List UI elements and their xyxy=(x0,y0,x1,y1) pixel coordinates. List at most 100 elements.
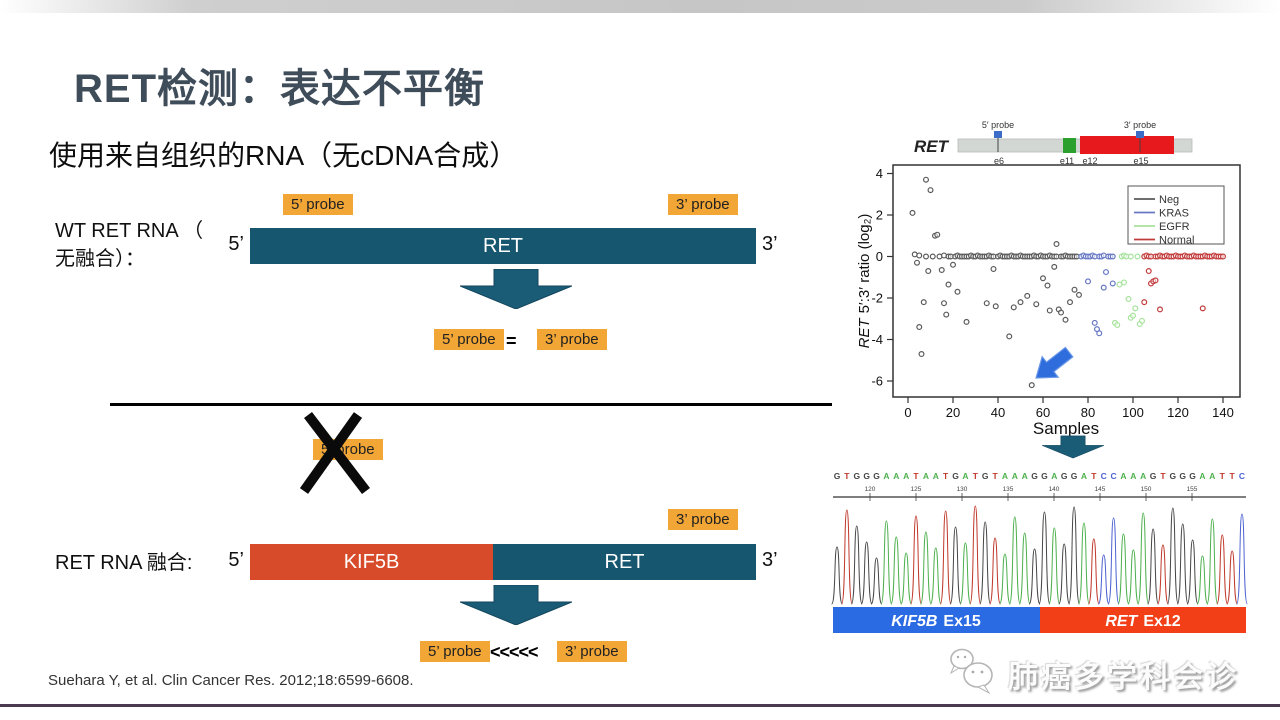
gene-track-red-exon xyxy=(1080,136,1174,154)
svg-text:T: T xyxy=(1220,471,1226,481)
svg-text:T: T xyxy=(1160,471,1166,481)
svg-text:G: G xyxy=(853,471,860,481)
plot-frame xyxy=(892,164,1241,398)
svg-text:G: G xyxy=(1150,471,1157,481)
svg-text:A: A xyxy=(1120,471,1126,481)
kif5b-exon-bar xyxy=(833,607,1040,633)
down-arrow-icon xyxy=(1042,435,1104,459)
gene-track-green-exon xyxy=(1063,138,1076,153)
down-arrow-icon xyxy=(460,585,572,625)
wt-ret-bar: RET xyxy=(250,228,756,264)
svg-text:135: 135 xyxy=(1003,486,1014,493)
svg-text:G: G xyxy=(1061,471,1068,481)
outlier-arrow-icon xyxy=(1035,346,1074,379)
exon-label-e6: e6 xyxy=(994,156,1004,166)
svg-text:145: 145 xyxy=(1095,486,1106,493)
svg-text:2: 2 xyxy=(876,208,883,223)
fusion-kif5b-bar-label: KIF5B xyxy=(343,550,400,573)
svg-text:155: 155 xyxy=(1187,486,1198,493)
wt-result-probe5: 5’ probe xyxy=(434,329,504,350)
svg-text:140: 140 xyxy=(1049,486,1060,493)
fusion-section-label: RET RNA 融合: xyxy=(55,552,193,574)
svg-text:60: 60 xyxy=(1036,405,1050,420)
fusion-ret-bar-label: RET xyxy=(604,550,645,573)
svg-text:120: 120 xyxy=(1167,405,1189,420)
svg-text:A: A xyxy=(1130,471,1136,481)
svg-text:-6: -6 xyxy=(871,374,883,389)
wt-label-line1: WT RET RNA （ xyxy=(55,220,204,242)
svg-text:A: A xyxy=(883,471,889,481)
svg-text:G: G xyxy=(1041,471,1048,481)
section-divider-line xyxy=(110,403,832,406)
fusion-five-prime: 5’ xyxy=(228,549,244,571)
svg-text:C: C xyxy=(1101,471,1107,481)
wt-probe5-label: 5’ probe xyxy=(283,194,353,215)
svg-text:KRAS: KRAS xyxy=(1159,208,1189,220)
svg-text:150: 150 xyxy=(1141,486,1152,493)
svg-text:A: A xyxy=(962,471,968,481)
ret-exon-bar xyxy=(1040,607,1246,633)
x-axis-label: Samples xyxy=(1033,419,1099,438)
svg-text:C: C xyxy=(1239,471,1245,481)
svg-text:G: G xyxy=(873,471,880,481)
wt-result-probe3: 3’ probe xyxy=(537,329,607,350)
gene-track-probe3-label: 3′ probe xyxy=(1124,120,1156,130)
axis-ticks: 420-2-4-60 20 40 60 80 100 120 140 xyxy=(871,166,1233,420)
svg-text:-4: -4 xyxy=(871,332,883,347)
legend-box xyxy=(1127,185,1225,245)
svg-text:A: A xyxy=(1199,471,1205,481)
chromatogram-peaks xyxy=(831,505,1248,605)
svg-text:T: T xyxy=(1091,471,1097,481)
svg-text:G: G xyxy=(863,471,870,481)
exon-label-e11: e11 xyxy=(1060,156,1074,166)
wt-probe3-label: 3’ probe xyxy=(668,194,738,215)
svg-text:A: A xyxy=(1012,471,1018,481)
svg-text:T: T xyxy=(1230,471,1236,481)
svg-text:C: C xyxy=(1111,471,1117,481)
bottom-border-line xyxy=(0,704,1280,707)
svg-text:20: 20 xyxy=(946,405,960,420)
page-title: RET检测：表达不平衡 xyxy=(74,67,485,111)
svg-text:-2: -2 xyxy=(871,291,883,306)
svg-text:G: G xyxy=(1071,471,1078,481)
svg-text:120: 120 xyxy=(865,486,876,493)
gene-track-probe5-label: 5′ probe xyxy=(982,120,1014,130)
svg-text:A: A xyxy=(1022,471,1028,481)
svg-text:125: 125 xyxy=(911,486,922,493)
ret-exon-bar-label: RET Ex12 xyxy=(1105,613,1180,630)
svg-text:G: G xyxy=(982,471,989,481)
svg-text:G: G xyxy=(1189,471,1196,481)
fusion-result-probe5: 5’ probe xyxy=(420,641,490,662)
svg-text:A: A xyxy=(1002,471,1008,481)
svg-text:130: 130 xyxy=(957,486,968,493)
svg-text:T: T xyxy=(844,471,850,481)
svg-text:Neg: Neg xyxy=(1159,194,1179,206)
wt-five-prime: 5’ xyxy=(228,233,244,255)
sequence-ruler: 120 125 130 135 140 145 150 155 xyxy=(833,486,1246,501)
ret-ratio-scatter-plot: RET 5′ probe 3′ probe e6 e11 e12 e15 RET… xyxy=(856,120,1241,438)
kif5b-exon-bar-label: KIF5B Ex15 xyxy=(891,613,981,630)
x-cross-icon xyxy=(299,411,370,495)
svg-text:A: A xyxy=(903,471,909,481)
svg-text:0: 0 xyxy=(876,249,883,264)
svg-text:A: A xyxy=(1140,471,1146,481)
svg-text:40: 40 xyxy=(991,405,1005,420)
svg-text:80: 80 xyxy=(1081,405,1095,420)
fusion-ret-bar: RET xyxy=(493,544,756,580)
wt-section-label: WT RET RNA （ 无融合）： xyxy=(55,217,203,273)
svg-text:A: A xyxy=(1081,471,1087,481)
citation-text: Suehara Y, et al. Clin Cancer Res. 2012;… xyxy=(48,672,414,689)
svg-text:A: A xyxy=(893,471,899,481)
svg-text:A: A xyxy=(1209,471,1215,481)
svg-text:G: G xyxy=(1170,471,1177,481)
svg-text:G: G xyxy=(1179,471,1186,481)
subtitle: 使用来自组织的RNA（无cDNA合成） xyxy=(49,140,518,171)
fusion-three-prime: 3’ xyxy=(762,549,778,571)
svg-text:140: 140 xyxy=(1212,405,1234,420)
svg-text:T: T xyxy=(992,471,998,481)
probe3-marker-icon xyxy=(1136,131,1144,138)
